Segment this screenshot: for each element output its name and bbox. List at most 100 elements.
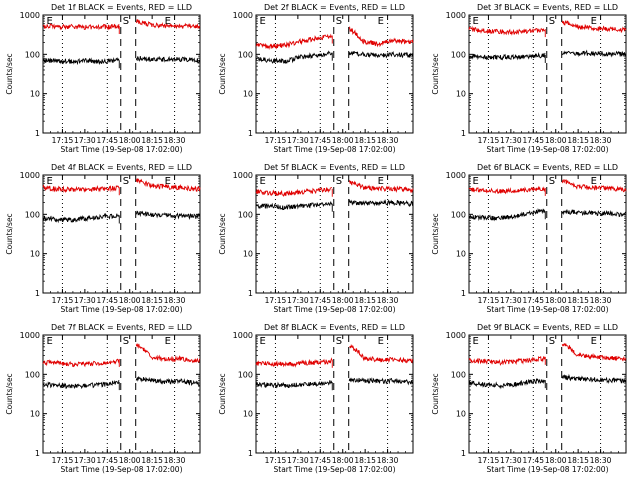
- x-tick-label: 18:15: [567, 456, 589, 465]
- plot-frame: [42, 334, 201, 454]
- plot-frame: [468, 14, 627, 134]
- events-series-line: [468, 51, 546, 61]
- x-tick-label: 18:15: [354, 456, 376, 465]
- x-tick-label: 18:30: [377, 456, 399, 465]
- x-tick-label: 17:15: [52, 136, 74, 145]
- y-tick-label: 1000: [20, 331, 40, 340]
- y-tick-label: 100: [238, 50, 253, 59]
- x-tick-label: 17:30: [500, 456, 522, 465]
- marker-label: E: [378, 336, 384, 347]
- y-tick-label: 1000: [20, 171, 40, 180]
- lld-series-line: [255, 187, 332, 198]
- x-tick-label: 18:30: [590, 456, 612, 465]
- y-tick-label: 100: [25, 50, 40, 59]
- x-tick-label: 17:15: [478, 136, 500, 145]
- x-tick-label: 17:45: [522, 456, 544, 465]
- events-series-line: [42, 212, 120, 224]
- x-tick-label: 18:00: [332, 456, 354, 465]
- y-axis-label: Counts/sec: [218, 373, 227, 414]
- plot-frame: [468, 174, 627, 294]
- x-tick-label: 17:30: [287, 296, 309, 305]
- x-axis-label: Start Time (19-Sep-08 17:02:00): [61, 305, 183, 314]
- y-tick-label: 1: [248, 129, 253, 138]
- events-series-line: [561, 49, 627, 58]
- x-tick-label: 18:15: [567, 136, 589, 145]
- x-tick-label: 18:15: [141, 296, 163, 305]
- lld-series-line: [561, 343, 627, 362]
- events-series-line: [42, 57, 120, 66]
- y-tick-label: 1000: [233, 11, 253, 20]
- detector-chart-6: Det 6f BLACK = Events, RED = LLD 1 10 100 10…: [431, 163, 627, 314]
- y-tick-label: 10: [30, 250, 40, 259]
- plot-frame: [255, 334, 414, 454]
- marker-label: S: [123, 16, 129, 27]
- x-axis-label: Start Time (19-Sep-08 17:02:00): [487, 145, 609, 154]
- events-series-line: [135, 55, 201, 64]
- detector-chart-3: Det 3f BLACK = Events, RED = LLD 1 10 100 10…: [431, 3, 627, 154]
- detector-chart-1: Det 1f BLACK = Events, RED = LLD 1 10 100 10…: [5, 3, 201, 154]
- marker-label: E: [259, 176, 265, 187]
- x-tick-label: 18:15: [354, 296, 376, 305]
- lld-series-line: [255, 33, 333, 50]
- marker-label: E: [591, 176, 597, 187]
- chart-title: Det 3f BLACK = Events, RED = LLD: [477, 3, 618, 12]
- marker-label: E: [472, 176, 478, 187]
- marker-label: S: [549, 336, 555, 347]
- y-tick-label: 100: [451, 370, 466, 379]
- x-tick-label: 17:30: [74, 136, 96, 145]
- x-tick-label: 18:30: [164, 296, 186, 305]
- events-series-line: [348, 50, 414, 59]
- x-axis-label: Start Time (19-Sep-08 17:02:00): [61, 465, 183, 474]
- y-axis-label: Counts/sec: [5, 213, 14, 254]
- y-tick-label: 10: [30, 90, 40, 99]
- y-axis-label: Counts/sec: [218, 213, 227, 254]
- detector-chart-4: Det 4f BLACK = Events, RED = LLD 1 10 100 10…: [5, 163, 201, 314]
- y-tick-label: 1: [35, 289, 40, 298]
- events-series-line: [348, 377, 414, 386]
- x-tick-label: 17:30: [74, 456, 96, 465]
- marker-label: S: [336, 176, 342, 187]
- lld-series-line: [348, 26, 414, 48]
- detector-chart-5: Det 5f BLACK = Events, RED = LLD 1 10 100 10…: [218, 163, 414, 314]
- y-tick-label: 1000: [233, 171, 253, 180]
- x-tick-label: 18:15: [354, 136, 376, 145]
- lld-series-line: [135, 178, 201, 192]
- marker-label: S: [123, 176, 129, 187]
- marker-label: E: [259, 336, 265, 347]
- y-tick-label: 10: [456, 90, 466, 99]
- chart-title: Det 8f BLACK = Events, RED = LLD: [264, 323, 405, 332]
- y-tick-label: 100: [25, 370, 40, 379]
- x-tick-label: 18:30: [164, 456, 186, 465]
- y-tick-label: 1: [35, 129, 40, 138]
- x-tick-label: 17:15: [52, 456, 74, 465]
- marker-label: S: [549, 176, 555, 187]
- y-tick-label: 1000: [446, 331, 466, 340]
- events-series-line: [135, 210, 201, 221]
- x-axis-label: Start Time (19-Sep-08 17:02:00): [274, 145, 396, 154]
- x-tick-label: 17:15: [265, 136, 287, 145]
- x-tick-label: 18:00: [332, 136, 354, 145]
- x-axis-label: Start Time (19-Sep-08 17:02:00): [274, 305, 396, 314]
- x-tick-label: 17:30: [500, 296, 522, 305]
- x-axis-label: Start Time (19-Sep-08 17:02:00): [487, 465, 609, 474]
- x-axis-label: Start Time (19-Sep-08 17:02:00): [274, 465, 396, 474]
- x-tick-label: 18:00: [332, 296, 354, 305]
- y-tick-label: 100: [451, 50, 466, 59]
- y-tick-label: 1: [35, 449, 40, 458]
- marker-label: E: [46, 16, 52, 27]
- x-tick-label: 17:45: [309, 296, 331, 305]
- y-axis-label: Counts/sec: [431, 373, 440, 414]
- y-tick-label: 10: [456, 250, 466, 259]
- marker-label: E: [165, 176, 171, 187]
- chart-title: Det 4f BLACK = Events, RED = LLD: [51, 163, 192, 172]
- marker-label: S: [549, 16, 555, 27]
- lld-series-line: [42, 23, 120, 31]
- plot-frame: [468, 334, 627, 454]
- x-tick-label: 17:30: [500, 136, 522, 145]
- marker-label: S: [336, 16, 342, 27]
- x-tick-label: 17:30: [287, 136, 309, 145]
- marker-label: E: [46, 336, 52, 347]
- y-tick-label: 100: [451, 210, 466, 219]
- x-tick-label: 17:45: [522, 136, 544, 145]
